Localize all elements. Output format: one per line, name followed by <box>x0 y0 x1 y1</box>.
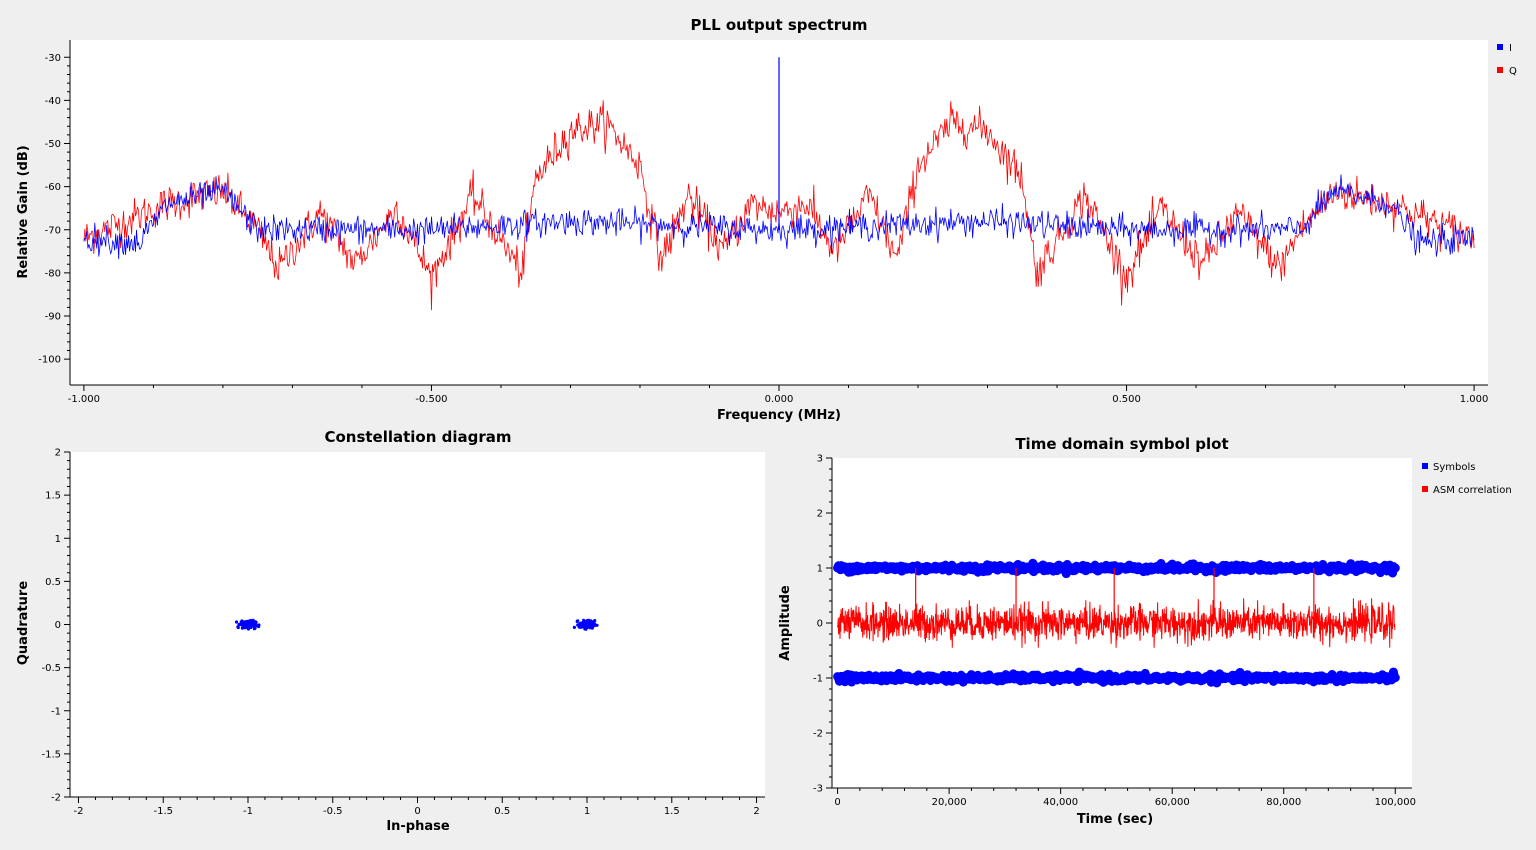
x-tick-label: 1.5 <box>664 806 680 817</box>
legend-label-asm: ASM correlation <box>1433 485 1512 496</box>
spectrum-ylabel: Relative Gain (dB) <box>16 145 31 278</box>
constellation-point <box>240 626 244 630</box>
constellation-point <box>252 627 256 631</box>
constellation-xlabel: In-phase <box>386 819 450 834</box>
y-tick-label: 0 <box>55 620 61 631</box>
y-tick-label: 3 <box>817 454 823 465</box>
y-tick-label: -90 <box>45 312 61 323</box>
time-domain-ylabel: Amplitude <box>778 585 793 661</box>
x-tick-label: -0.500 <box>415 394 447 405</box>
constellation-point <box>236 625 240 630</box>
constellation-point <box>587 618 591 623</box>
y-tick-label: -3 <box>813 784 823 795</box>
legend-swatch-q <box>1497 67 1503 73</box>
y-tick-label: -30 <box>45 53 61 64</box>
x-tick-label: 0.000 <box>765 394 794 405</box>
y-tick-label: -1.5 <box>41 749 61 760</box>
constellation-point <box>587 621 591 626</box>
constellation-point <box>583 623 587 627</box>
x-tick-label: -0.5 <box>323 806 343 817</box>
x-tick-label: 2 <box>753 806 759 817</box>
x-tick-label: 80,000 <box>1266 797 1301 808</box>
constellation-point <box>251 624 255 628</box>
y-tick-label: -2 <box>813 729 823 740</box>
time-domain-legend: Symbols ASM correlation <box>1422 462 1512 496</box>
x-tick-label: 40,000 <box>1043 797 1078 808</box>
x-tick-label: 0 <box>414 806 420 817</box>
symbols-band <box>833 667 1400 688</box>
y-tick-label: -100 <box>38 355 61 366</box>
x-tick-label: -1.5 <box>153 806 173 817</box>
spectrum-legend: I Q <box>1497 43 1517 77</box>
y-tick-label: -2 <box>51 793 61 804</box>
x-tick-label: 0.5 <box>494 806 510 817</box>
constellation-point <box>576 619 580 623</box>
constellation-plot: Constellation diagram In-phase Quadratur… <box>16 428 765 834</box>
y-tick-label: 1.5 <box>45 491 61 502</box>
constellation-point <box>581 621 585 625</box>
constellation-point <box>241 620 246 624</box>
constellation-title: Constellation diagram <box>324 428 511 446</box>
spectrum-title: PLL output spectrum <box>691 16 868 34</box>
x-tick-label: -1 <box>243 806 253 817</box>
x-tick-label: -2 <box>73 806 83 817</box>
symbols-band <box>833 558 1400 579</box>
legend-swatch-asm <box>1422 486 1428 492</box>
x-tick-label: 100,000 <box>1375 797 1416 808</box>
constellation-plot-area <box>70 452 765 797</box>
y-tick-label: -1 <box>51 706 61 717</box>
y-tick-label: 1 <box>55 534 61 545</box>
y-tick-label: -60 <box>45 182 61 193</box>
constellation-point <box>257 624 261 629</box>
legend-swatch-symbols <box>1422 463 1428 469</box>
x-tick-label: 20,000 <box>932 797 967 808</box>
constellation-point <box>241 623 245 628</box>
asm-correlation-noise <box>837 598 1396 648</box>
x-tick-label: 1 <box>584 806 590 817</box>
time-domain-title: Time domain symbol plot <box>1015 435 1228 453</box>
y-tick-label: -1 <box>813 674 823 685</box>
y-tick-label: 2 <box>817 509 823 520</box>
x-tick-label: 60,000 <box>1155 797 1190 808</box>
legend-label-q: Q <box>1509 66 1517 77</box>
y-tick-label: 0.5 <box>45 577 61 588</box>
y-tick-label: -80 <box>45 268 61 279</box>
legend-swatch-i <box>1497 44 1503 50</box>
constellation-point <box>586 624 590 628</box>
y-tick-label: 1 <box>817 564 823 575</box>
constellation-point <box>578 624 582 628</box>
y-tick-label: 0 <box>817 619 823 630</box>
legend-label-symbols: Symbols <box>1433 462 1475 473</box>
spectrum-xlabel: Frequency (MHz) <box>717 408 841 423</box>
legend-label-i: I <box>1509 43 1512 54</box>
y-tick-label: -70 <box>45 225 61 236</box>
time-domain-plot: Time domain symbol plot Time (sec) Ampli… <box>778 435 1512 827</box>
constellation-point <box>234 620 239 624</box>
constellation-point <box>253 622 257 626</box>
constellation-ylabel: Quadrature <box>16 581 31 665</box>
y-tick-label: -40 <box>45 96 61 107</box>
x-tick-label: 1.000 <box>1460 394 1489 405</box>
y-tick-label: -0.5 <box>41 663 61 674</box>
time-domain-xlabel: Time (sec) <box>1077 812 1153 827</box>
constellation-point <box>245 623 249 627</box>
x-tick-label: 0.500 <box>1112 394 1141 405</box>
constellation-point <box>592 623 596 627</box>
y-tick-label: -50 <box>45 139 61 150</box>
constellation-point <box>572 625 577 630</box>
x-tick-label: -1.000 <box>68 394 100 405</box>
x-tick-label: 0 <box>834 797 840 808</box>
spectrum-plot: PLL output spectrum Frequency (MHz) Rela… <box>16 16 1517 423</box>
y-tick-label: 2 <box>55 448 61 459</box>
